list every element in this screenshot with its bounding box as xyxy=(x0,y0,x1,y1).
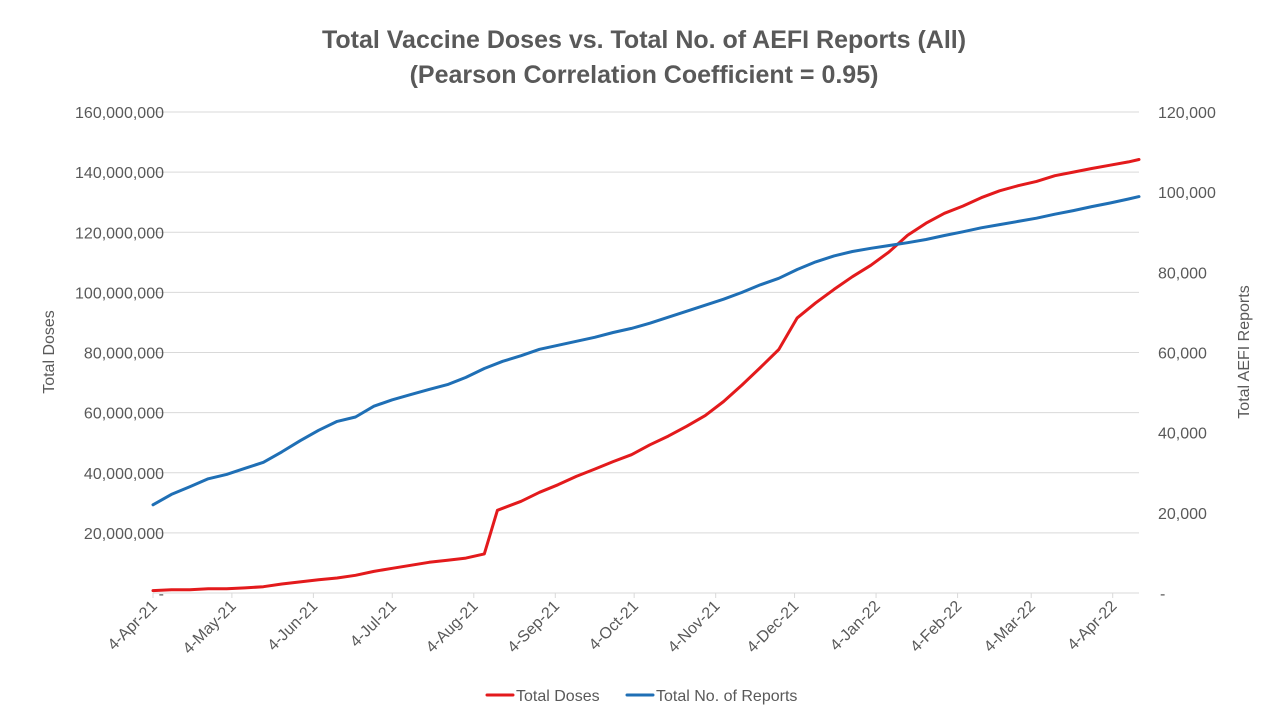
right-axis-tick-label: 60,000 xyxy=(1158,346,1207,363)
x-axis-tick-label: 4-Aug-21 xyxy=(423,598,482,657)
left-axis-tick-label: 140,000,000 xyxy=(75,165,164,182)
right-axis-tick-label: - xyxy=(1160,586,1165,603)
right-axis-title: Total AEFI Reports xyxy=(1236,285,1253,418)
left-axis-tick-label: 80,000,000 xyxy=(84,346,164,363)
right-axis-tick-label: 120,000 xyxy=(1158,105,1216,122)
left-axis-title: Total Doses xyxy=(41,310,58,394)
x-axis-tick-label: 4-Sep-21 xyxy=(505,598,564,657)
series-line-total-doses xyxy=(151,158,1141,593)
gridlines xyxy=(153,111,1139,594)
right-axis-tick-label: 100,000 xyxy=(1158,185,1216,202)
x-axis-tick-label: 4-Jan-22 xyxy=(827,598,884,655)
left-axis-tick-label: 160,000,000 xyxy=(75,105,164,122)
x-axis-tick-label: 4-May-21 xyxy=(180,598,240,658)
legend-label-total-doses: Total Doses xyxy=(516,688,600,705)
left-axis-tick-label: 100,000,000 xyxy=(75,285,164,302)
right-axis-tick-label: 40,000 xyxy=(1158,426,1207,443)
legend-label-total-reports: Total No. of Reports xyxy=(656,688,797,705)
left-axis-tick-label: 40,000,000 xyxy=(84,466,164,483)
left-axis-tick-label: 20,000,000 xyxy=(84,526,164,543)
x-axis-tick-label: 4-Jul-21 xyxy=(347,598,400,651)
left-axis-tick-label: 60,000,000 xyxy=(84,406,164,423)
series-lines xyxy=(151,158,1141,593)
x-axis-tick-label: 4-Oct-21 xyxy=(586,598,642,654)
chart-title-line1: Total Vaccine Doses vs. Total No. of AEF… xyxy=(322,26,966,54)
right-axis-tick-labels: - 20,000 40,000 60,000 80,000 100,000 120,000 xyxy=(1158,105,1216,603)
x-axis-tick-label: 4-Nov-21 xyxy=(665,598,724,657)
left-axis-tick-label: 120,000,000 xyxy=(75,225,164,242)
right-axis-tick-label: 80,000 xyxy=(1158,265,1207,282)
chart-title-line2: (Pearson Correlation Coefficient = 0.95) xyxy=(410,61,879,89)
x-axis-tick-labels: 4-Apr-21 4-May-21 4-Jun-21 4-Jul-21 4-Aug-21… xyxy=(105,593,1121,658)
x-axis-tick-label: 4-Mar-22 xyxy=(981,598,1039,656)
x-axis-tick-label: 4-Dec-21 xyxy=(744,598,803,657)
x-axis-tick-label: 4-Feb-22 xyxy=(907,598,965,656)
x-axis-tick-label: 4-Apr-21 xyxy=(105,598,161,654)
left-axis-tick-label: - xyxy=(159,586,164,603)
series-line-total-reports xyxy=(151,195,1141,507)
left-axis-tick-labels: - 20,000,000 40,000,000 60,000,000 80,000,00… xyxy=(75,105,164,603)
legend: Total Doses Total No. of Reports xyxy=(485,688,797,705)
right-axis-tick-label: 20,000 xyxy=(1158,506,1207,523)
x-axis-tick-label: 4-Jun-21 xyxy=(265,598,322,655)
x-axis-tick-label: 4-Apr-22 xyxy=(1064,598,1120,654)
